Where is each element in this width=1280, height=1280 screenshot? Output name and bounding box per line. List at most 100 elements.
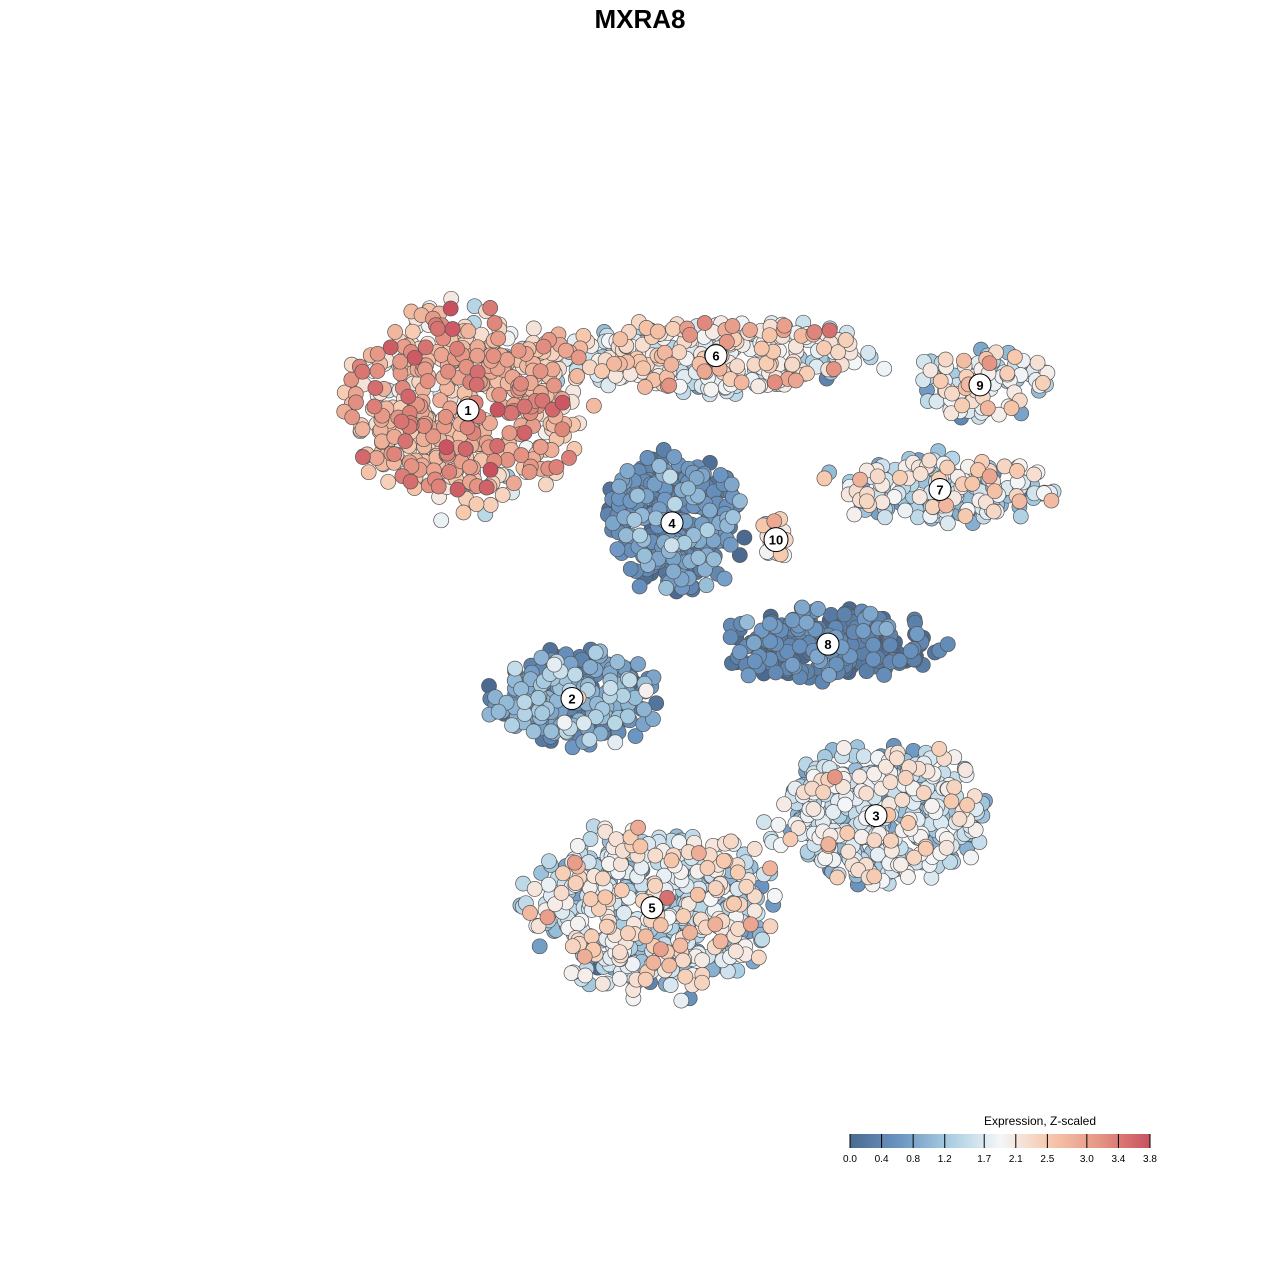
- data-point: [636, 547, 653, 564]
- data-point: [866, 868, 883, 885]
- data-point: [937, 351, 954, 368]
- data-point: [343, 371, 360, 388]
- data-point: [570, 349, 587, 366]
- cluster-label-badge: [864, 804, 888, 828]
- data-point: [501, 425, 518, 441]
- data-point: [468, 496, 485, 513]
- data-point: [762, 918, 779, 935]
- data-point: [690, 549, 707, 566]
- data-point: [354, 363, 371, 380]
- data-point: [612, 331, 629, 348]
- data-point: [491, 386, 508, 403]
- data-point: [516, 694, 533, 710]
- data-point: [510, 342, 527, 359]
- data-point: [494, 487, 511, 503]
- data-point: [489, 438, 506, 454]
- cluster-label-3: 3: [864, 804, 888, 828]
- cluster-label-6: 6: [704, 344, 728, 368]
- data-point: [862, 605, 879, 622]
- data-point: [583, 928, 600, 945]
- data-point: [506, 475, 522, 492]
- data-point: [694, 952, 711, 968]
- data-point: [526, 881, 543, 897]
- data-point: [858, 663, 875, 680]
- data-point: [722, 629, 739, 646]
- data-point: [561, 450, 577, 466]
- data-point: [697, 561, 713, 578]
- data-point: [455, 504, 472, 521]
- data-point: [724, 318, 741, 334]
- data-point: [582, 891, 599, 907]
- data-point: [776, 317, 793, 334]
- data-point: [690, 845, 707, 861]
- data-point: [485, 348, 502, 364]
- data-point: [938, 839, 955, 856]
- data-point: [382, 339, 399, 356]
- data-point: [613, 882, 630, 899]
- data-point: [794, 599, 811, 616]
- data-point: [609, 541, 626, 558]
- data-point: [866, 832, 883, 849]
- data-point: [637, 379, 653, 395]
- cluster-label-text: 2: [568, 692, 575, 707]
- data-point: [719, 334, 735, 350]
- data-point: [940, 515, 956, 532]
- data-point: [746, 841, 763, 857]
- data-point: [659, 890, 676, 906]
- data-point: [489, 401, 506, 418]
- data-point: [639, 450, 656, 466]
- data-point: [882, 637, 899, 653]
- data-point: [939, 459, 956, 476]
- data-point: [630, 819, 646, 836]
- data-point: [433, 512, 450, 529]
- data-point: [637, 971, 654, 988]
- data-point: [419, 373, 436, 389]
- data-point: [891, 652, 908, 669]
- data-point: [826, 769, 843, 785]
- data-point: [815, 784, 832, 801]
- data-point: [761, 327, 778, 344]
- data-point: [478, 479, 495, 496]
- data-point: [986, 483, 1003, 500]
- data-point: [459, 419, 476, 436]
- data-point: [707, 916, 724, 933]
- data-point: [846, 506, 863, 523]
- data-point: [606, 355, 622, 372]
- data-point: [696, 363, 713, 380]
- data-point: [876, 360, 893, 377]
- data-point: [662, 468, 679, 485]
- data-point: [746, 635, 762, 651]
- data-point: [482, 497, 499, 513]
- data-point: [981, 468, 998, 485]
- data-point: [837, 796, 853, 813]
- data-point: [666, 449, 683, 465]
- data-point: [791, 638, 808, 655]
- cluster-label-badge: [660, 511, 684, 535]
- data-point: [540, 876, 557, 893]
- cluster-label-text: 10: [769, 533, 783, 548]
- cluster-label-text: 9: [976, 378, 983, 393]
- data-point: [618, 527, 634, 544]
- cluster-label-badge: [640, 896, 664, 920]
- data-point: [805, 801, 822, 817]
- data-point: [440, 363, 456, 380]
- data-point: [354, 421, 371, 438]
- data-point: [923, 869, 940, 886]
- data-point: [699, 860, 716, 876]
- data-point: [652, 941, 669, 958]
- data-point: [754, 931, 771, 948]
- data-point: [756, 814, 772, 830]
- data-point: [696, 315, 713, 331]
- data-point: [810, 601, 826, 617]
- data-point: [758, 355, 775, 372]
- data-point: [663, 852, 680, 869]
- data-point: [525, 320, 542, 337]
- data-point: [680, 480, 697, 497]
- data-point: [825, 361, 842, 377]
- data-point: [707, 880, 724, 896]
- data-point: [620, 925, 636, 942]
- data-point: [538, 476, 554, 493]
- points-layer: [336, 290, 1062, 1009]
- data-point: [619, 463, 636, 479]
